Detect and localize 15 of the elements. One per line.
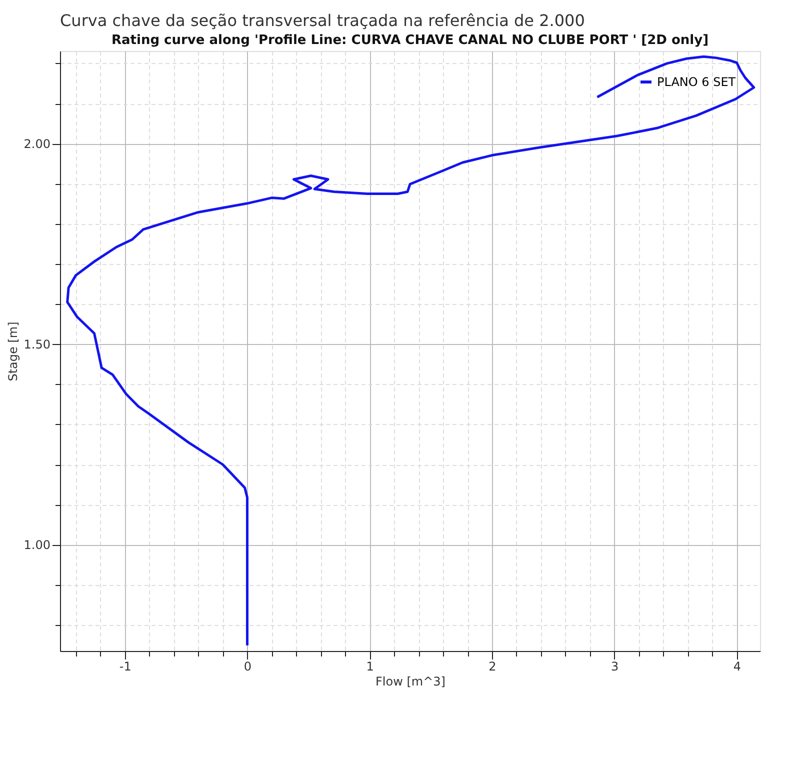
text: Curva chave da seção transversal traçada na referência de 2.000 [60, 11, 585, 30]
x-tick-label: 4 [733, 660, 742, 674]
x-tick-label: 0 [244, 660, 252, 674]
chart-title: Rating curve along 'Profile Line: CURVA CHAVE CANAL NO CLUBE PORT ' [2D only] [111, 33, 709, 48]
y-tick-label: 1.00 [24, 538, 50, 552]
y-axis-title: Stage [m] [6, 322, 20, 382]
x-tick-label: 2 [488, 660, 496, 674]
y-tick-label: 1.50 [24, 338, 50, 352]
x-tick-label: -1 [119, 660, 132, 674]
y-tick-label: 2.00 [24, 137, 50, 152]
x-axis-title: Flow [m^3] [376, 674, 446, 688]
line-series [66, 55, 756, 647]
x-tick-label: 3 [611, 660, 619, 674]
x-tick-label: 1 [366, 660, 374, 674]
legend-label: PLANO 6 SET [657, 75, 736, 89]
